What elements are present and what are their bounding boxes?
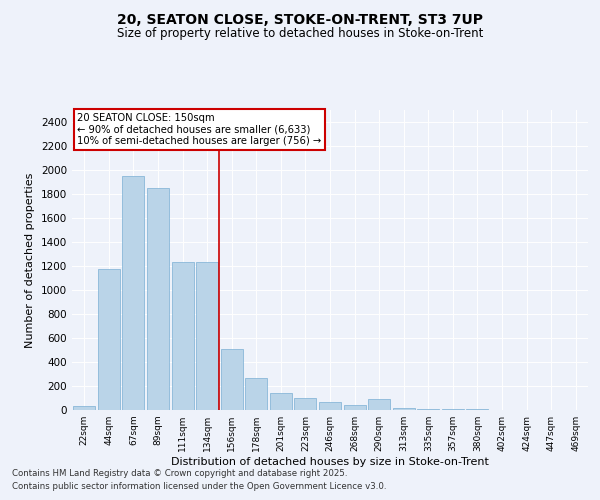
Bar xyxy=(73,406,95,410)
Bar xyxy=(98,269,120,410)
Text: 20 SEATON CLOSE: 150sqm
← 90% of detached houses are smaller (6,633)
10% of semi: 20 SEATON CLOSE: 150sqm ← 90% of detache… xyxy=(77,113,322,146)
Bar xyxy=(295,398,316,410)
Text: 20, SEATON CLOSE, STOKE-ON-TRENT, ST3 7UP: 20, SEATON CLOSE, STOKE-ON-TRENT, ST3 7U… xyxy=(117,12,483,26)
Bar xyxy=(417,409,439,410)
X-axis label: Distribution of detached houses by size in Stoke-on-Trent: Distribution of detached houses by size … xyxy=(171,457,489,467)
Bar xyxy=(319,402,341,410)
Bar xyxy=(196,262,218,410)
Bar xyxy=(270,392,292,410)
Y-axis label: Number of detached properties: Number of detached properties xyxy=(25,172,35,348)
Bar xyxy=(147,188,169,410)
Text: Size of property relative to detached houses in Stoke-on-Trent: Size of property relative to detached ho… xyxy=(117,28,483,40)
Bar xyxy=(392,408,415,410)
Bar xyxy=(344,405,365,410)
Bar xyxy=(172,262,194,410)
Bar xyxy=(122,176,145,410)
Bar xyxy=(221,349,243,410)
Text: Contains HM Land Registry data © Crown copyright and database right 2025.: Contains HM Land Registry data © Crown c… xyxy=(12,468,347,477)
Bar xyxy=(368,399,390,410)
Bar xyxy=(245,378,268,410)
Text: Contains public sector information licensed under the Open Government Licence v3: Contains public sector information licen… xyxy=(12,482,386,491)
